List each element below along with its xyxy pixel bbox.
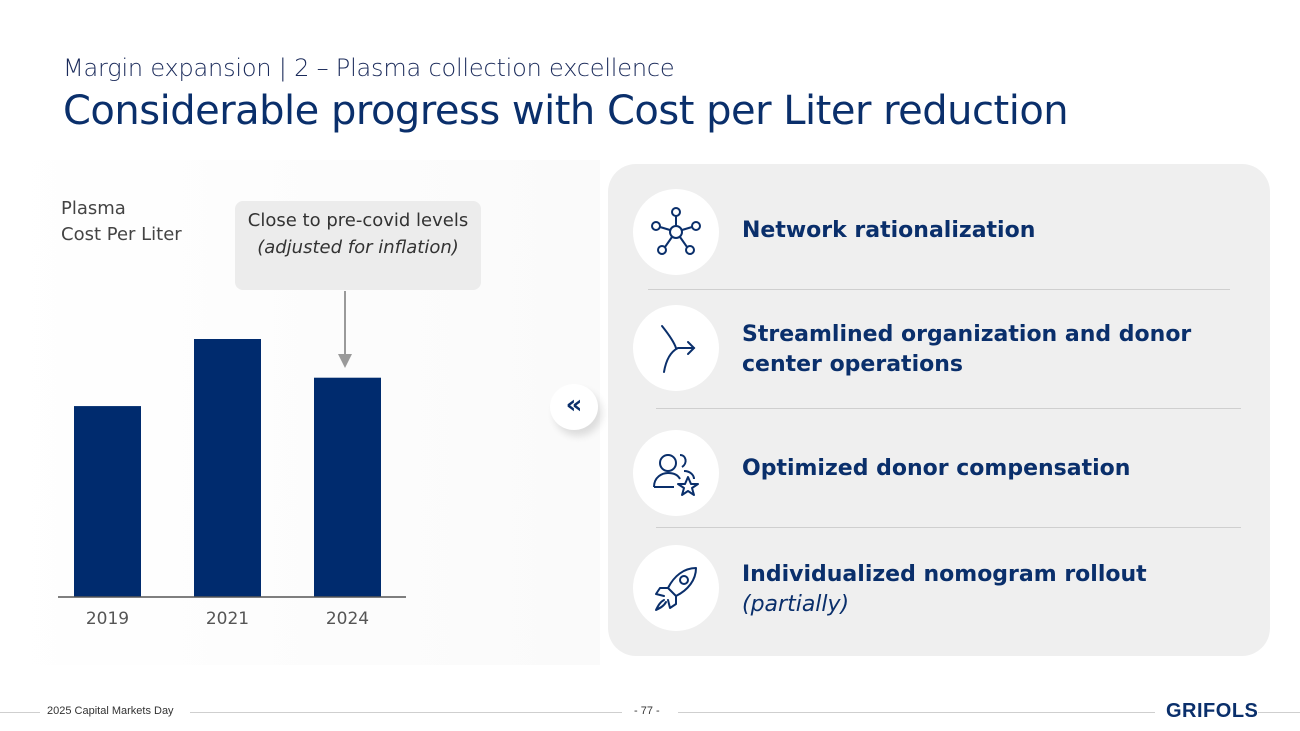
slide-subtitle: Margin expansion | 2 – Plasma collection… [63,54,675,82]
callout-box: Close to pre-covid levels (adjusted for … [235,201,481,290]
bar-2024 [314,377,381,597]
icon-circle [633,189,719,275]
grifols-logo: GRIFOLS [1166,700,1259,722]
chart-label-line2: Cost Per Liter [61,224,182,245]
lever-label-main: Individualized nomogram rollout [742,562,1147,587]
levers-panel: Network rationalization Streamlined orga… [608,164,1270,656]
divider [656,408,1241,409]
divider [656,527,1241,528]
x-tick-label: 2024 [326,609,369,629]
chart-label-line1: Plasma [61,198,126,219]
footer-rule [1258,712,1300,713]
x-tick-label: 2021 [206,609,249,629]
lever-label: Optimized donor compensation [742,456,1131,481]
collapse-toggle-button[interactable]: « [550,384,598,430]
footer-rule [190,712,622,713]
lever-label: Streamlined organization and donor cente… [742,322,1192,377]
network-icon [651,207,701,255]
double-chevron-left-icon: « [565,390,583,420]
chart-label: Plasma Cost Per Liter [61,196,182,248]
icon-circle [633,305,719,391]
lever-label: Network rationalization [742,218,1036,243]
footer-rule [0,712,40,713]
rocket-icon [655,567,697,611]
footer-rule [678,712,1155,713]
bar-2019 [74,406,141,597]
callout-text: Close to pre-covid levels [247,210,469,231]
footer-event: 2025 Capital Markets Day [47,705,174,717]
bar-chart: 2019 2021 2024 [58,291,406,629]
page-number: - 77 - [634,705,660,717]
bar-2021 [194,339,261,597]
donor-star-icon [653,454,699,496]
divider [648,289,1230,290]
lever-label: Individualized nomogram rollout (partial… [742,560,1147,620]
x-tick-label: 2019 [86,609,129,629]
callout-arrow-head [338,354,352,368]
callout-italic: (adjusted for inflation) [257,237,459,258]
merge-arrow-icon [661,325,696,373]
lever-label-italic: (partially) [742,592,850,617]
icon-circle [633,545,719,631]
slide-title: Considerable progress with Cost per Lite… [63,88,1069,134]
icon-circle [633,430,719,516]
